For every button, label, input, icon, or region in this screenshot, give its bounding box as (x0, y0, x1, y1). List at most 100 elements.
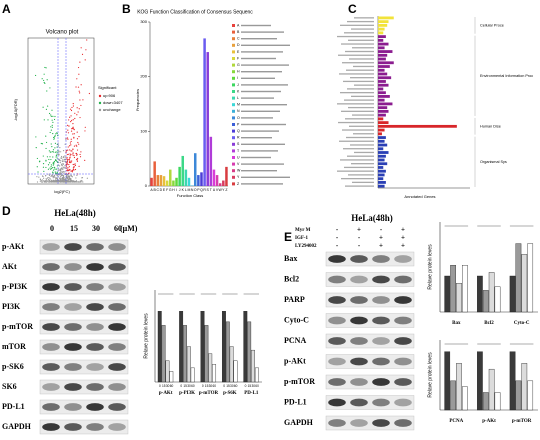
volcano-point (56, 181, 58, 183)
volcano-point (67, 181, 69, 183)
volcano-point (77, 141, 79, 144)
volcano-point (45, 67, 47, 69)
x-tick-label: K (182, 188, 185, 192)
blot-band (350, 255, 368, 263)
bar (161, 325, 166, 383)
volcano-point (49, 177, 51, 179)
legend-text (241, 104, 287, 106)
legend-key: B (237, 30, 240, 34)
volcano-point (59, 176, 62, 178)
bar (378, 72, 388, 76)
volcano-point (55, 159, 57, 161)
protein-label: PARP (284, 295, 305, 304)
volcano-point (49, 87, 51, 89)
bar (456, 283, 462, 313)
dose-label: 60 (170, 384, 174, 388)
volcano-point (70, 121, 72, 123)
volcano-point (72, 168, 75, 170)
group-label: Environmental Information Proc (480, 74, 533, 78)
dose-label: 30 (92, 224, 100, 233)
legend-text (241, 90, 281, 93)
volcano-point (54, 167, 56, 169)
blot-band (108, 303, 126, 311)
legend-label: down:3407 (103, 100, 123, 105)
volcano-point (70, 130, 73, 132)
bar (378, 42, 389, 46)
legend-text (241, 137, 272, 139)
panel-label: C (348, 2, 357, 16)
legend-key: U (237, 155, 240, 159)
condition-sign: + (379, 234, 383, 242)
bar (521, 254, 528, 313)
blot-strip (39, 359, 129, 375)
bar (462, 386, 468, 411)
volcano-point (80, 104, 82, 107)
condition-label: LY294002 (295, 244, 317, 249)
volcano-point (72, 179, 74, 182)
bar (157, 311, 162, 383)
volcano-point (78, 165, 80, 167)
condition-sign: - (336, 242, 339, 250)
blot-band (64, 243, 82, 251)
condition-label: IGF-1 (295, 236, 309, 241)
dose-label: 60 (114, 224, 122, 233)
volcano-point (69, 155, 71, 157)
legend-key: P (237, 122, 240, 126)
volcano-point (66, 176, 68, 178)
volcano-point (50, 181, 53, 183)
volcano-point (69, 169, 71, 171)
volcano-point (50, 126, 52, 128)
bar (378, 139, 385, 143)
volcano-point (62, 156, 65, 158)
volcano-point (56, 153, 58, 155)
legend-text (241, 64, 289, 66)
volcano-point (76, 158, 78, 160)
legend-key: J (237, 83, 239, 87)
volcano-point (50, 143, 52, 145)
blot-band (42, 303, 60, 311)
volcano-point (40, 142, 42, 145)
blot-band (42, 403, 60, 411)
volcano-point (43, 119, 45, 121)
row-label (348, 39, 374, 41)
volcano-point (59, 162, 61, 164)
volcano-point (52, 180, 55, 182)
condition-sign: - (358, 234, 361, 242)
row-label (351, 95, 374, 98)
legend-swatch (232, 142, 235, 146)
volcano-point (50, 114, 52, 116)
bar (229, 346, 234, 383)
row-label (344, 32, 374, 34)
volcano-point (77, 86, 80, 88)
legend-swatch (232, 129, 235, 133)
bar (462, 265, 468, 313)
row-label (338, 54, 374, 56)
volcano-point (71, 160, 73, 162)
blot-band (42, 323, 60, 331)
x-tick-label: Bcl2 (484, 321, 494, 326)
volcano-point (56, 157, 58, 159)
legend-swatch (232, 90, 235, 93)
legend-text (241, 84, 288, 86)
volcano-point (46, 105, 49, 107)
blot-band (328, 337, 346, 345)
x-tick-label: A (150, 188, 153, 192)
volcano-point (48, 158, 50, 161)
x-tick-label: N (191, 188, 194, 192)
volcano-point (40, 180, 43, 182)
condition-sign: + (401, 242, 405, 250)
blot-band (42, 383, 60, 391)
blot-band (372, 275, 390, 284)
blot-band (86, 403, 104, 411)
volcano-point (64, 158, 66, 161)
legend-key: L (237, 96, 239, 100)
blot-title: HeLa(48h) (351, 213, 393, 223)
y-label: -log10(FDR) (13, 98, 18, 121)
bar (378, 65, 390, 68)
volcano-point (72, 169, 74, 171)
legend-text (241, 51, 283, 53)
row-label (354, 84, 374, 86)
bar (450, 380, 456, 411)
volcano-point (58, 179, 60, 182)
volcano-point (36, 176, 38, 178)
